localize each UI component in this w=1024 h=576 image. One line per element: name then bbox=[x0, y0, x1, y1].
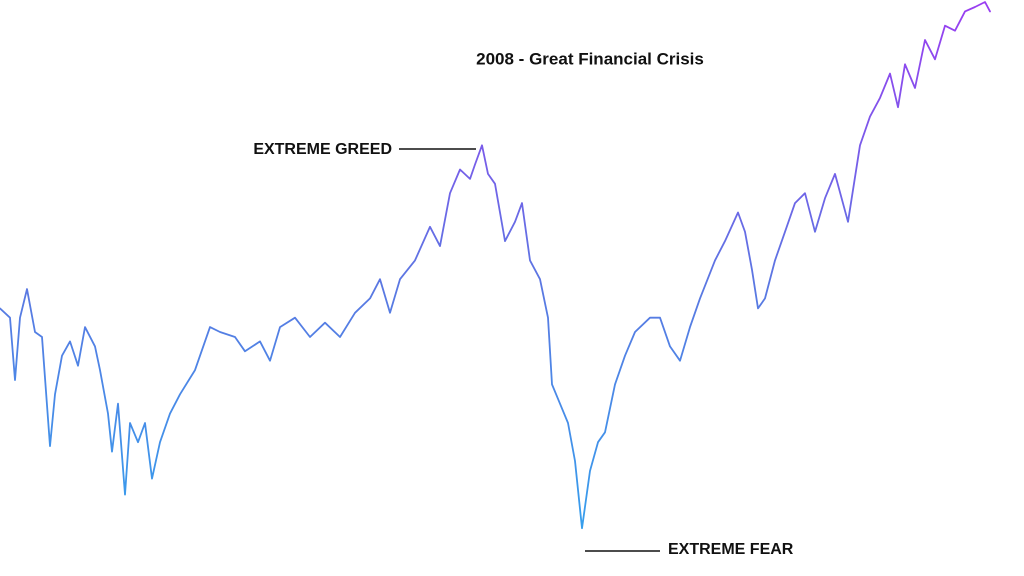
chart-title: 2008 - Great Financial Crisis bbox=[476, 49, 704, 68]
price-line bbox=[0, 1, 991, 530]
annotation: EXTREME GREED bbox=[253, 141, 392, 158]
annotation: EXTREME FEAR bbox=[668, 541, 794, 558]
